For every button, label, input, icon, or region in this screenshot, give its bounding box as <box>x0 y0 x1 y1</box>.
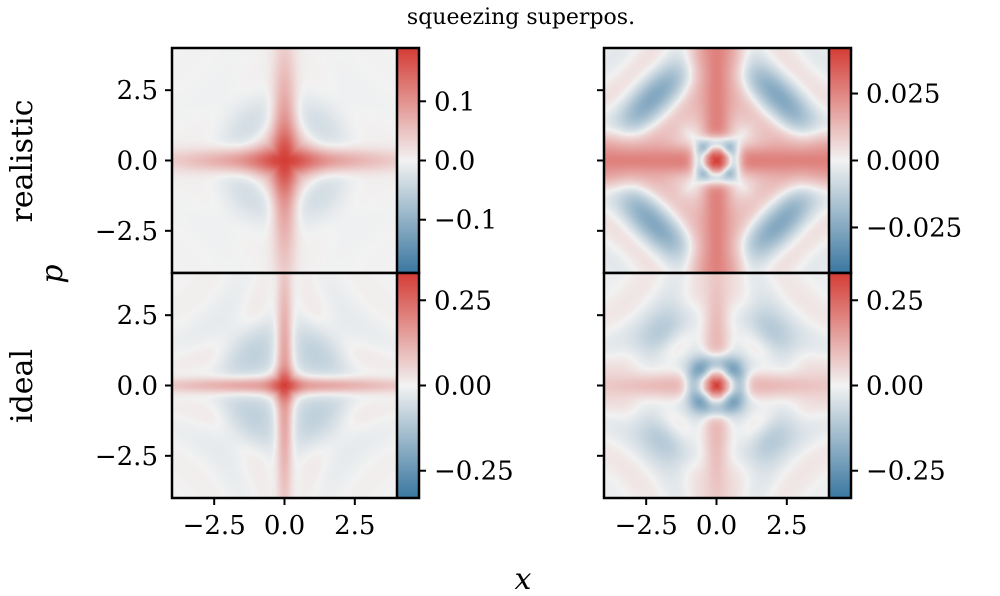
panel-realistic-left: 0.1 0.0 −0.1 2.5 0.0 −2.5 <box>95 46 497 275</box>
colorbar-tick-label-ideal-left-0: 0.25 <box>434 286 492 316</box>
x-tick-label-ideal-left-2: 2.5 <box>334 511 375 541</box>
y-axis-label: p <box>35 264 70 283</box>
colorbar-tick-label-realistic-right-1: 0.000 <box>866 147 940 177</box>
heatmap-realistic-left <box>172 48 397 273</box>
heatmap-ideal-right <box>604 273 829 498</box>
panel-ideal-left: 0.25 0.00 −0.25 2.5 0.0 −2.5 −2.5 0.0 2.5 <box>95 271 514 541</box>
colorbar-realistic-left <box>397 48 419 273</box>
heatmap-ideal-left <box>172 273 397 498</box>
y-tick-label-realistic-left-2: −2.5 <box>95 217 158 247</box>
panel-ideal-right: 0.25 0.00 −0.25 −2.5 0.0 2.5 <box>597 271 946 541</box>
colorbar-tick-label-realistic-left-1: 0.0 <box>434 147 475 177</box>
chart-title: squeezing superpos. <box>407 5 635 30</box>
colorbar-tick-label-ideal-right-2: −0.25 <box>866 457 946 487</box>
heatmap-realistic-right <box>604 48 829 273</box>
colorbar-tick-label-ideal-left-1: 0.00 <box>434 372 492 402</box>
colorbar-ideal-right <box>829 273 851 498</box>
x-tick-label-ideal-left-1: 0.0 <box>264 511 305 541</box>
colorbar-realistic-right <box>829 48 851 273</box>
colorbar-ideal-left <box>397 273 419 498</box>
panel-realistic-right: 0.025 0.000 −0.025 <box>597 46 962 275</box>
x-tick-label-ideal-left-0: −2.5 <box>183 511 246 541</box>
y-tick-label-realistic-left-1: 0.0 <box>117 147 158 177</box>
colorbar-tick-label-ideal-left-2: −0.25 <box>434 457 514 487</box>
y-tick-label-ideal-left-1: 0.0 <box>117 372 158 402</box>
colorbar-tick-label-ideal-right-1: 0.00 <box>866 372 924 402</box>
y-tick-label-ideal-left-0: 2.5 <box>117 301 158 331</box>
x-tick-label-ideal-right-1: 0.0 <box>696 511 737 541</box>
x-tick-label-ideal-right-2: 2.5 <box>766 511 807 541</box>
x-tick-label-ideal-right-0: −2.5 <box>615 511 678 541</box>
y-tick-label-ideal-left-2: −2.5 <box>95 442 158 472</box>
colorbar-tick-label-realistic-left-0: 0.1 <box>434 87 475 117</box>
y-tick-label-realistic-left-0: 2.5 <box>117 76 158 106</box>
colorbar-tick-label-ideal-right-0: 0.25 <box>866 286 924 316</box>
colorbar-tick-label-realistic-right-2: −0.025 <box>866 213 962 243</box>
row-label-realistic: realistic <box>5 99 40 222</box>
colorbar-tick-label-realistic-left-2: −0.1 <box>434 206 497 236</box>
row-label-ideal: ideal <box>5 349 40 423</box>
x-axis-label: x <box>515 562 532 596</box>
colorbar-tick-label-realistic-right-0: 0.025 <box>866 80 940 110</box>
